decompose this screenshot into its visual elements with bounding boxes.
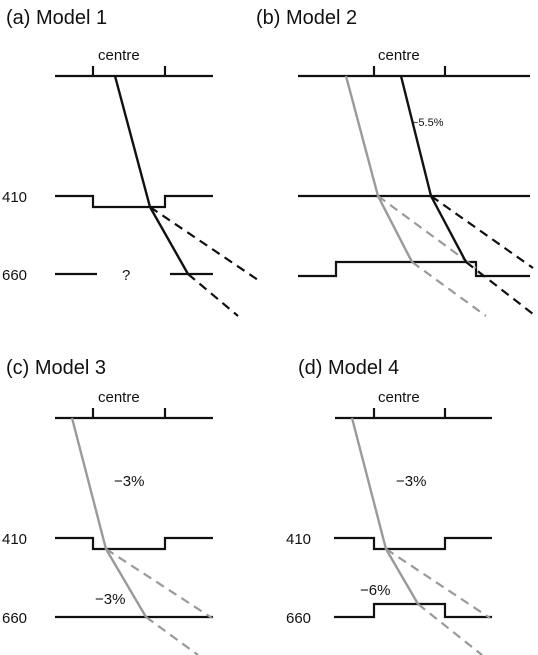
panel-a-unknown-mark: ? — [122, 267, 130, 284]
panel-c-grey-dashed-upper — [105, 548, 213, 619]
panel-a-410-label: 410 — [2, 189, 27, 206]
panel-d-660-label: 660 — [286, 610, 311, 627]
panel-a: (a) Model 1 centre 410 660 ? — [2, 7, 259, 317]
panel-b-grey-trajectory — [344, 75, 414, 263]
panel-b-black-dashed-upper — [430, 195, 534, 269]
panel-c-410-discontinuity — [55, 536, 213, 551]
panel-b-centre-label: centre — [378, 47, 420, 64]
panel-d-grey-dashed-upper — [385, 548, 491, 619]
panel-b-grey-dashed-upper — [377, 195, 477, 269]
panel-b-grey-dashed-lower — [411, 261, 487, 317]
panel-a-centre-label: centre — [98, 47, 140, 64]
panel-a-dashed-lower — [187, 273, 239, 317]
panel-c-title: (c) Model 3 — [6, 357, 106, 379]
panel-d-grey-dashed-lower — [417, 603, 483, 655]
panel-c-anomaly-lower: −3% — [95, 591, 125, 608]
panel-c-grey-dashed-lower — [145, 616, 199, 655]
panel-c-660-label: 660 — [2, 610, 27, 627]
panel-a-title: (a) Model 1 — [6, 7, 107, 29]
panel-d: (d) Model 4 centre 410 660 −3% −6% — [286, 357, 492, 655]
panel-d-anomaly-lower: −6% — [360, 582, 390, 599]
panel-b-anomaly-label: −5.5% — [412, 117, 444, 129]
panel-c: (c) Model 3 centre 410 660 −3% −3% — [2, 357, 213, 655]
panel-a-660-label: 660 — [2, 267, 27, 284]
panel-c-grey-trajectory — [70, 417, 148, 618]
panel-d-centre-label: centre — [378, 389, 420, 406]
panel-d-grey-trajectory — [350, 417, 420, 605]
panel-b-title: (b) Model 2 — [256, 7, 357, 29]
panel-d-410-discontinuity — [334, 536, 492, 551]
panel-d-anomaly-upper: −3% — [396, 473, 426, 490]
panel-c-centre-label: centre — [98, 389, 140, 406]
panel-a-410-discontinuity — [55, 194, 213, 209]
panel-d-410-label: 410 — [286, 531, 311, 548]
panel-c-anomaly-upper: −3% — [114, 473, 144, 490]
panel-c-410-label: 410 — [2, 531, 27, 548]
panel-d-660-discontinuity — [334, 602, 492, 619]
panel-d-title: (d) Model 4 — [298, 357, 399, 379]
panel-a-dashed-upper — [149, 206, 259, 281]
panel-b-black-trajectory — [399, 75, 468, 263]
panel-b: (b) Model 2 centre −5.5% — [256, 7, 534, 317]
panel-a-trajectory — [113, 75, 190, 275]
